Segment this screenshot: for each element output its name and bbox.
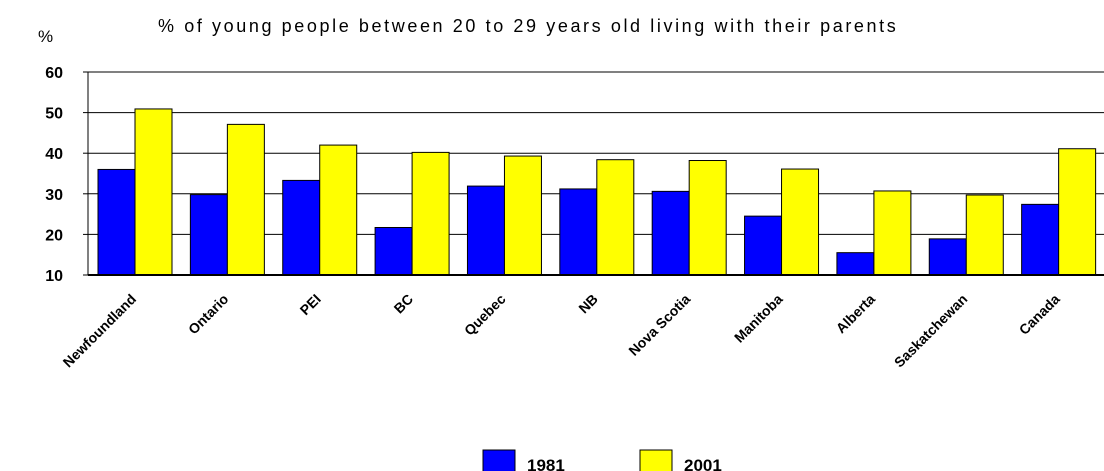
- legend-label-1981: 1981: [527, 456, 565, 471]
- x-category-label: Ontario: [185, 291, 232, 338]
- bar-2001-newfoundland: [134, 108, 173, 276]
- bar-2001-canada: [1058, 148, 1097, 276]
- bar-2001-bc: [411, 151, 450, 276]
- x-category-label: Manitoba: [731, 291, 786, 346]
- y-tick-label: 10: [45, 268, 63, 285]
- y-tick-label: 60: [45, 65, 63, 82]
- x-category-label: BC: [391, 291, 417, 317]
- y-tick-label: 30: [45, 187, 63, 204]
- bar-1981-canada: [1021, 203, 1060, 276]
- bar-1981-alberta: [836, 252, 875, 276]
- x-category-label: Newfoundland: [60, 291, 140, 371]
- bar-1981-bc: [374, 226, 413, 276]
- bar-2001-saskatchewan: [965, 194, 1004, 276]
- bar-2001-alberta: [873, 190, 912, 276]
- x-category-labels: Newfoundland Ontario PEI BC Quebec NB Nova Sco…: [60, 291, 1063, 371]
- bar-2001-nb: [596, 159, 635, 276]
- axes: [83, 71, 1104, 276]
- y-tick-label: 40: [45, 146, 63, 163]
- y-tick-label: 50: [45, 106, 63, 123]
- legend-swatch-1981: [482, 449, 516, 471]
- bar-2001-pei: [319, 144, 358, 276]
- x-category-label: NB: [575, 291, 601, 317]
- bar-1981-pei: [282, 179, 321, 276]
- y-tick-label: 20: [45, 227, 63, 244]
- legend-swatch-2001: [639, 449, 673, 471]
- y-axis-unit: %: [38, 27, 53, 46]
- bar-1981-saskatchewan: [928, 238, 967, 276]
- x-category-label: Nova Scotia: [625, 291, 693, 359]
- bar-1981-manitoba: [744, 215, 783, 276]
- x-category-label: Quebec: [461, 291, 509, 339]
- bars: [97, 108, 1097, 276]
- x-category-label: Canada: [1016, 291, 1063, 338]
- chart-title: % of young people between 20 to 29 years…: [158, 16, 898, 36]
- bar-2001-manitoba: [781, 168, 820, 276]
- bar-1981-nova-scotia: [651, 190, 690, 276]
- x-category-label: Alberta: [833, 291, 879, 337]
- bar-1981-newfoundland: [97, 168, 136, 276]
- legend: 1981 2001: [482, 449, 722, 471]
- x-category-label: Saskatchewan: [891, 291, 971, 371]
- x-category-label: PEI: [297, 291, 324, 318]
- legend-label-2001: 2001: [684, 456, 722, 471]
- bar-1981-nb: [559, 188, 598, 276]
- bar-2001-ontario: [226, 123, 265, 276]
- bar-2001-quebec: [503, 155, 542, 276]
- bar-1981-quebec: [466, 185, 505, 276]
- bar-1981-ontario: [189, 194, 228, 276]
- y-tick-labels: 10 20 30 40 50 60: [45, 65, 63, 285]
- bar-2001-nova-scotia: [688, 160, 727, 276]
